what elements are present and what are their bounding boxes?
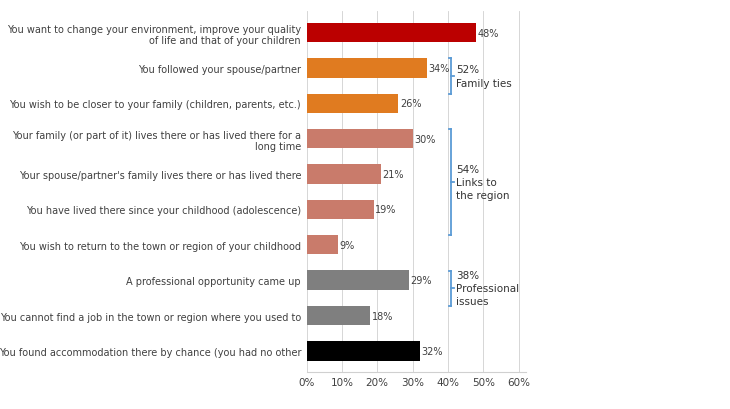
Text: 38%
Professional
issues: 38% Professional issues	[456, 270, 519, 307]
Bar	[307, 271, 409, 290]
Text: 29%: 29%	[410, 275, 432, 285]
Bar	[307, 200, 374, 220]
Text: 26%: 26%	[400, 99, 421, 109]
Bar	[307, 165, 381, 184]
Bar	[307, 59, 427, 79]
Bar	[307, 236, 339, 255]
Bar	[307, 306, 370, 326]
Text: 54%
Links to
the region: 54% Links to the region	[456, 164, 510, 201]
Bar	[307, 130, 412, 149]
Text: 21%: 21%	[383, 170, 404, 180]
Text: 19%: 19%	[375, 205, 396, 215]
Text: 9%: 9%	[339, 240, 355, 250]
Text: 34%: 34%	[428, 64, 450, 74]
Text: 32%: 32%	[421, 346, 442, 356]
Bar	[307, 24, 476, 43]
Bar	[307, 342, 420, 361]
Text: 30%: 30%	[414, 134, 435, 144]
Text: 48%: 48%	[477, 29, 499, 38]
Bar	[307, 94, 399, 114]
Text: 18%: 18%	[372, 311, 393, 321]
Text: 52%
Family ties: 52% Family ties	[456, 65, 512, 88]
